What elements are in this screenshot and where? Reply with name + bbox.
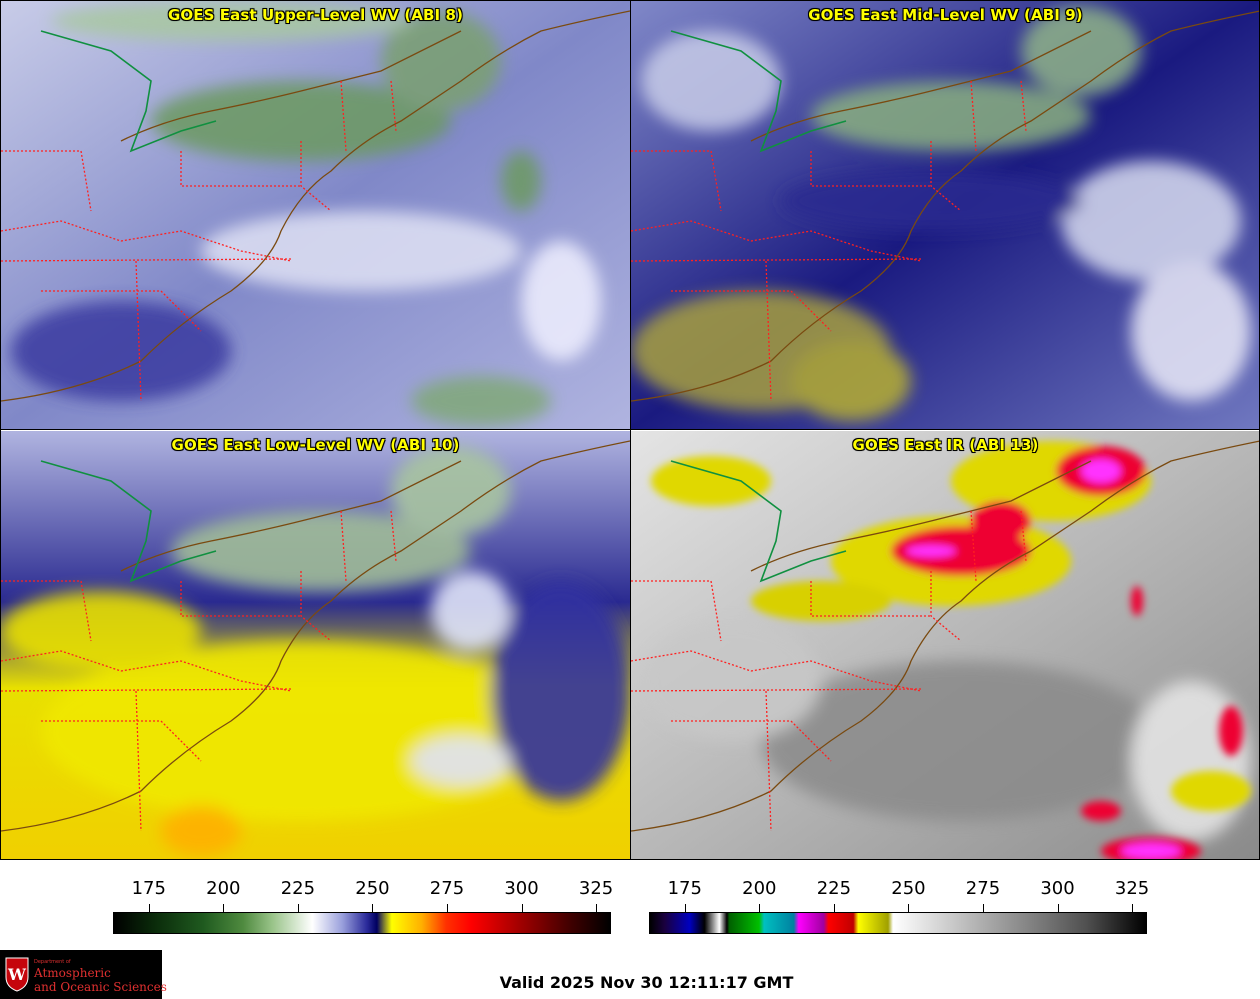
panel-title: GOES East Low-Level WV (ABI 10) — [171, 436, 460, 454]
panel-mid-level-wv: GOES East Mid-Level WV (ABI 9) — [631, 1, 1260, 429]
satellite-imagery-low-level-wv — [1, 431, 630, 859]
panel-ir: GOES East IR (ABI 13) — [631, 431, 1260, 859]
panel-divider-vertical — [630, 0, 631, 860]
colorbar-tick-mark — [982, 904, 984, 912]
satellite-imagery-upper-level-wv — [1, 1, 630, 429]
colorbar-tick-mark — [833, 904, 835, 912]
colorbar-tick-label: 325 — [1114, 878, 1150, 899]
colorbar-tick-mark — [759, 904, 761, 912]
colorbar-infrared: 175 200 225 250 275 300 325 — [649, 878, 1150, 934]
satellite-imagery-mid-level-wv — [631, 1, 1260, 429]
colorbar-gradient — [649, 912, 1147, 934]
colorbar-tick-label: 200 — [206, 878, 241, 899]
valid-time: Valid 2025 Nov 30 12:11:17 GMT — [499, 973, 794, 992]
colorbar-tick-label: 300 — [504, 878, 539, 899]
colorbar-tick-label: 175 — [667, 878, 702, 899]
crest-letter: W — [7, 965, 27, 984]
colorbar-tick-label: 250 — [891, 878, 926, 899]
colorbar-tick-mark — [297, 904, 299, 912]
colorbar-tick-label: 275 — [429, 878, 465, 899]
colorbar-gradient — [113, 912, 611, 934]
colorbar-tick-mark — [596, 904, 598, 912]
logo-line2: and Oceanic Sciences — [34, 980, 167, 994]
colorbar-tick-label: 300 — [1040, 878, 1075, 899]
aos-logo: W Department of Atmospheric and Oceanic … — [0, 950, 167, 999]
colorbar-tick-label: 325 — [578, 878, 614, 899]
colorbar-tick-label: 200 — [742, 878, 777, 899]
colorbar-tick-label: 175 — [131, 878, 166, 899]
colorbar-tick-label: 250 — [355, 878, 390, 899]
panel-title: GOES East IR (ABI 13) — [852, 436, 1039, 454]
colorbar-tick-mark — [372, 904, 374, 912]
colorbar-tick-label: 225 — [280, 878, 316, 899]
colorbar-tick-label: 275 — [965, 878, 1001, 899]
panel-divider-horizontal — [0, 429, 1260, 430]
colorbar-tick-mark — [223, 904, 225, 912]
panel-upper-level-wv: GOES East Upper-Level WV (ABI 8) — [1, 1, 630, 429]
logo-dept-text: Department of — [34, 959, 71, 965]
logo-line1: Atmospheric — [34, 966, 111, 980]
map-overlay — [1, 10, 630, 402]
colorbar-tick-mark — [908, 904, 910, 912]
uw-crest-icon: W — [5, 957, 29, 992]
colorbar-tick-mark — [446, 904, 448, 912]
colorbar-tick-mark — [521, 904, 523, 912]
colorbar-tick-mark — [1057, 904, 1059, 912]
colorbar-water-vapor: 175 200 225 250 275 300 325 — [113, 878, 614, 934]
colorbar-tick-label: 225 — [816, 878, 852, 899]
colorbar-tick-mark — [148, 904, 150, 912]
colorbar-tick-labels: 175 200 225 250 275 300 325 — [649, 878, 1150, 912]
colorbar-tick-mark — [684, 904, 686, 912]
panel-title: GOES East Upper-Level WV (ABI 8) — [167, 6, 464, 24]
panel-low-level-wv: GOES East Low-Level WV (ABI 10) — [1, 431, 630, 859]
satellite-imagery-ir — [631, 431, 1260, 859]
colorbar-tick-labels: 175 200 225 250 275 300 325 — [113, 878, 614, 912]
colorbar-tick-mark — [1132, 904, 1134, 912]
panel-title: GOES East Mid-Level WV (ABI 9) — [808, 6, 1083, 24]
